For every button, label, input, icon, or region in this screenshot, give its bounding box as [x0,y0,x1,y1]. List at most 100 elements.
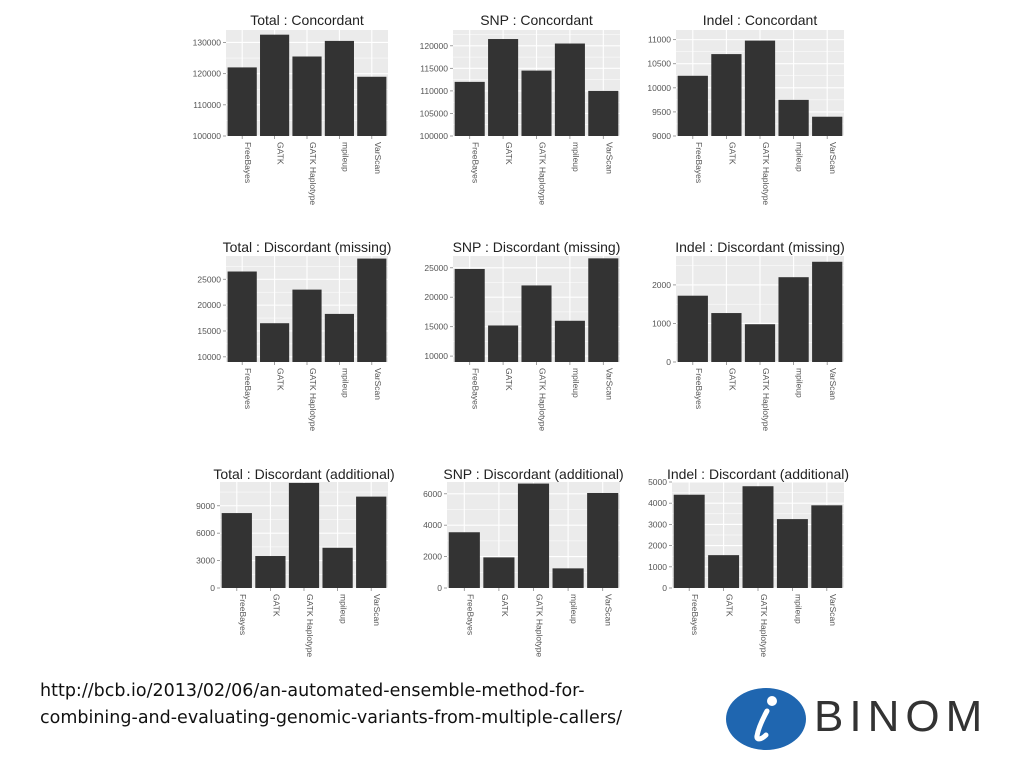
y-tick-label: 5000 [648,477,667,487]
bar-mpileup [554,43,585,136]
y-tick-label: 2000 [652,280,671,290]
y-tick-label: 4000 [423,520,442,530]
source-link-line-1[interactable]: http://bcb.io/2013/02/06/an-automated-en… [40,681,585,701]
bar-freebayes [454,81,485,136]
bar-gatk-haplotype [517,483,550,588]
x-tick-label: GATK Haplotype [538,368,548,431]
bar-varscan [588,90,619,136]
x-tick-label: FreeBayes [690,594,700,635]
logo-text: BINOM [814,692,989,741]
x-tick-label: mpileup [339,594,349,624]
x-tick-label: FreeBayes [238,594,248,635]
x-tick-label: mpileup [795,142,805,172]
bar-mpileup [778,277,809,362]
chart-title: SNP : Discordant (additional) [443,466,623,482]
chart-9: 0 1000 2000 3000 4000 5000 FreeBayes GATK GATK H… [648,466,849,657]
bar-freebayes [677,295,708,362]
x-tick-label: GATK Haplotype [308,368,318,431]
y-tick-label: 10000 [424,351,448,361]
y-tick-label: 9500 [652,107,671,117]
bar-gatk-haplotype [744,324,776,362]
bar-gatk-haplotype [744,40,776,136]
bar-gatk-haplotype [521,285,552,362]
y-tick-label: 9000 [196,501,215,511]
y-tick-label: 0 [437,583,442,593]
bar-gatk-haplotype [292,56,322,136]
x-tick-label: GATK Haplotype [761,368,771,431]
x-tick-label: GATK [727,368,737,391]
y-tick-label: 105000 [420,108,449,118]
x-tick-label: GATK Haplotype [538,142,548,205]
chart-2: 100000 105000 110000 115000 120000 FreeBayes G… [420,12,620,205]
bar-varscan [812,261,843,362]
bar-freebayes [677,75,708,136]
x-tick-label: FreeBayes [243,142,253,183]
bar-freebayes [454,268,485,362]
bar-freebayes [673,494,705,588]
y-tick-label: 25000 [424,263,448,273]
x-tick-label: mpileup [340,368,350,398]
chart-title: Total : Discordant (missing) [223,239,392,255]
y-tick-label: 0 [210,583,215,593]
bar-gatk [708,555,740,588]
bar-gatk [711,313,742,362]
x-tick-label: GATK [271,594,281,617]
i-letter-icon [726,688,806,750]
chart-title: SNP : Concordant [480,12,593,28]
x-tick-label: VarScan [828,142,838,174]
x-tick-label: GATK [504,368,514,391]
bar-gatk-haplotype [521,70,552,136]
y-tick-label: 0 [666,357,671,367]
bar-gatk [488,39,519,136]
x-tick-label: VarScan [828,368,838,400]
bar-mpileup [552,568,584,588]
bar-gatk [260,323,290,362]
bar-gatk [255,556,286,588]
x-tick-label: GATK [276,142,286,165]
y-tick-label: 110000 [420,86,448,96]
bar-freebayes [448,532,480,588]
y-tick-label: 100000 [193,131,222,141]
bar-varscan [356,496,387,588]
bar-gatk-haplotype [292,289,322,362]
y-tick-label: 4000 [648,498,667,508]
x-tick-label: FreeBayes [694,368,704,409]
y-tick-label: 1000 [648,562,667,572]
y-tick-label: 2000 [648,541,667,551]
source-link[interactable]: http://bcb.io/2013/02/06/an-automated-en… [40,678,720,732]
y-tick-label: 20000 [197,300,221,310]
bar-mpileup [554,320,585,362]
x-tick-label: VarScan [604,368,614,400]
y-tick-label: 10000 [197,352,221,362]
x-tick-label: GATK [276,368,286,391]
x-tick-label: VarScan [828,594,838,626]
bar-mpileup [324,313,354,362]
bar-gatk-haplotype [288,482,320,588]
x-tick-label: VarScan [373,142,383,174]
chart-1: 100000 110000 120000 130000 FreeBayes GATK GAT… [193,12,388,205]
x-tick-label: FreeBayes [471,368,481,409]
chart-4: 10000 15000 20000 25000 FreeBayes GATK GATK Ha… [197,239,391,431]
chart-3: 9000 9500 10000 10500 11000 FreeBayes GATK GATK… [647,12,844,205]
y-tick-label: 10500 [647,59,671,69]
source-link-line-2[interactable]: combining-and-evaluating-genomic-variant… [40,708,622,728]
bar-gatk [488,325,519,362]
x-tick-label: GATK Haplotype [305,594,315,657]
x-tick-label: VarScan [373,368,383,400]
y-tick-label: 3000 [196,556,215,566]
bar-gatk [711,54,742,136]
y-tick-label: 10000 [647,83,671,93]
bar-mpileup [776,519,808,588]
x-tick-label: mpileup [793,594,803,624]
chart-8: 0 2000 4000 6000 FreeBayes GATK GATK Haplotype… [423,466,624,657]
bar-mpileup [324,40,354,136]
x-tick-label: FreeBayes [471,142,481,183]
x-tick-label: mpileup [569,594,579,624]
x-tick-label: VarScan [372,594,382,626]
y-tick-label: 6000 [423,489,442,499]
x-tick-label: mpileup [571,368,581,398]
x-tick-label: VarScan [604,142,614,174]
y-tick-label: 120000 [193,69,222,79]
bar-varscan [357,76,387,136]
